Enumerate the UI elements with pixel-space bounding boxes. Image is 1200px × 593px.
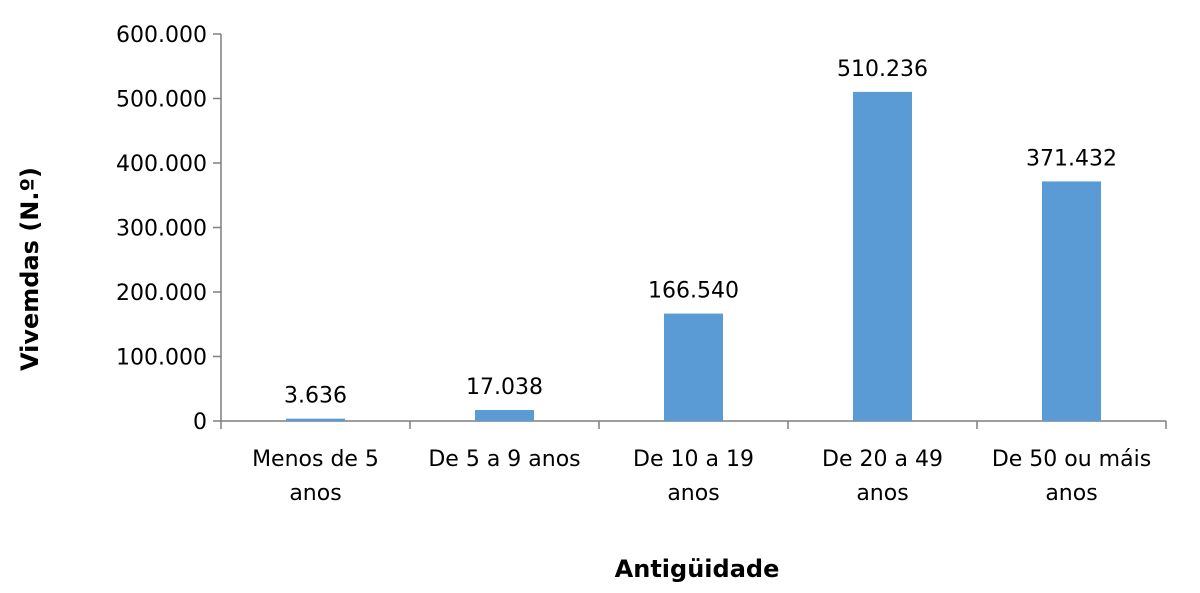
y-axis-title: Vivemdas (N.º)	[16, 167, 44, 371]
y-tick-label: 600.000	[116, 23, 207, 48]
x-axis-title: Antigüidade	[615, 555, 780, 583]
bar	[475, 410, 534, 421]
data-label: 510.236	[837, 57, 928, 82]
bar	[664, 313, 723, 421]
y-tick-label: 300.000	[116, 217, 207, 242]
x-tick-label-line: De 50 ou máis	[992, 447, 1151, 472]
x-tick-label: Menos de 5 anos	[252, 447, 379, 506]
bar	[1042, 181, 1101, 421]
x-tick-label-line: De 10 a 19	[633, 447, 754, 472]
y-tick-label: 100.000	[116, 346, 207, 371]
x-tick-label-line: De 5 a 9 anos	[428, 447, 580, 472]
x-tick-label-line: De 20 a 49	[822, 447, 943, 472]
data-label: 17.038	[466, 375, 543, 400]
data-label: 3.636	[284, 384, 347, 409]
data-label: 166.540	[648, 279, 739, 304]
bar	[286, 418, 345, 421]
x-tick-label: De 50 ou máis anos	[992, 447, 1151, 506]
bar	[853, 91, 912, 422]
x-tick-label: De 10 a 19 anos	[633, 447, 754, 506]
x-tick-label: De 20 a 49 anos	[822, 447, 943, 506]
y-axis: 0 100.000 200.000 300.000 400.000 500.000 600.…	[116, 23, 222, 435]
x-axis: Menos de 5 anos De 5 a 9 anos De 10 a 19 ano…	[220, 420, 1167, 506]
data-labels: 3.636 17.038 166.540 510.236 371.432	[284, 57, 1117, 409]
y-tick-label: 500.000	[116, 88, 207, 113]
y-tick-label: 400.000	[116, 152, 207, 177]
x-tick-label-line: anos	[1045, 481, 1097, 506]
x-tick-label-line: Menos de 5	[252, 447, 379, 472]
x-tick-label-line: anos	[289, 481, 341, 506]
x-tick-label-line: anos	[667, 481, 719, 506]
y-tick-label: 200.000	[116, 281, 207, 306]
x-tick-label-line: anos	[856, 481, 908, 506]
x-tick-label: De 5 a 9 anos	[428, 447, 580, 472]
y-tick-label: 0	[193, 410, 207, 435]
bars	[286, 91, 1101, 422]
data-label: 371.432	[1026, 146, 1117, 171]
